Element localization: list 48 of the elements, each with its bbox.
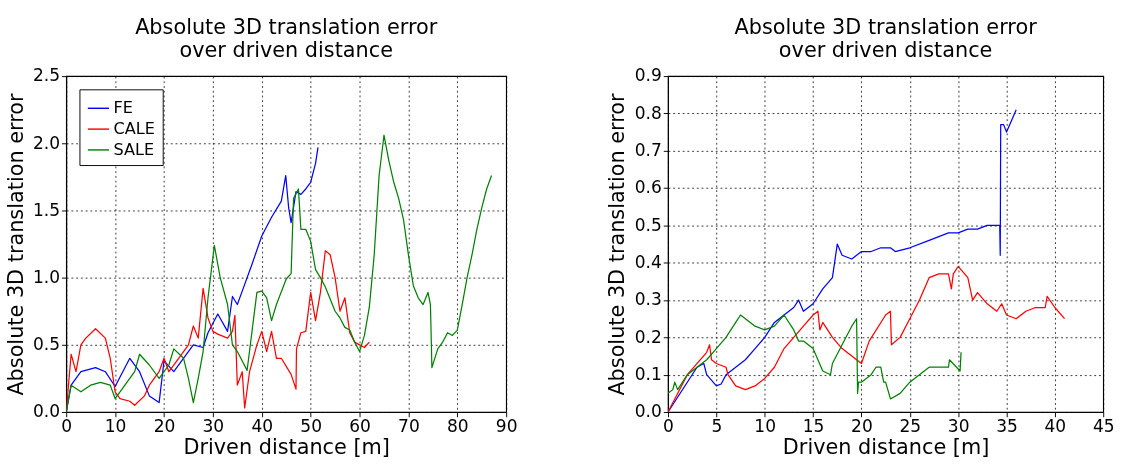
x-tick-label: 70 <box>398 416 420 437</box>
x-tick-label: 30 <box>202 416 225 437</box>
line-series <box>668 265 1066 413</box>
x-tick-label: 90 <box>495 416 518 437</box>
x-tick-label: 40 <box>251 416 274 437</box>
x-tick-label: 10 <box>104 416 127 437</box>
x-tick-label: 15 <box>802 416 825 437</box>
x-tick-label: 10 <box>754 416 777 437</box>
x-tick-label: 35 <box>996 416 1018 437</box>
y-tick-label: 0.8 <box>634 102 662 123</box>
y-tick-label: 0.0 <box>33 401 61 422</box>
y-tick-label: 0.9 <box>634 65 662 86</box>
y-tick-label: 2.5 <box>33 65 61 86</box>
y-tick-label: 1.5 <box>33 199 61 220</box>
y-tick-label: 0.6 <box>634 177 662 198</box>
y-axis-title: Absolute 3D translation error <box>605 93 630 396</box>
y-tick-label: 0.4 <box>634 251 662 272</box>
legend-label: SALE <box>113 139 155 159</box>
legend-label: CALE <box>113 118 155 138</box>
y-tick-label: 2.0 <box>33 132 61 153</box>
x-tick-label: 45 <box>1092 416 1115 437</box>
y-tick-label: 0.2 <box>634 326 662 347</box>
x-axis-title: Driven distance [m] <box>782 435 990 460</box>
x-tick-label: 20 <box>851 416 873 437</box>
y-tick-label: 1.0 <box>33 266 61 287</box>
x-tick-label: 50 <box>300 416 322 437</box>
x-tick-label: 80 <box>446 416 469 437</box>
y-axis-title: Absolute 3D translation error <box>3 93 28 396</box>
y-tick-label: 0.5 <box>634 214 662 235</box>
x-axis-title: Driven distance [m] <box>183 435 390 460</box>
y-tick-label: 0.3 <box>634 289 662 310</box>
x-tick-label: 25 <box>899 416 922 437</box>
line-series <box>668 314 962 400</box>
x-tick-label: 20 <box>153 416 176 437</box>
chart-title: Absolute 3D translation error over driven distance <box>135 15 438 63</box>
y-tick-label: 0.5 <box>33 334 61 355</box>
x-tick-label: 0 <box>61 416 73 437</box>
y-tick-label: 0.0 <box>634 401 662 422</box>
legend-label: FE <box>113 98 133 118</box>
line-series <box>668 109 1017 413</box>
y-tick-label: 0.7 <box>634 139 662 160</box>
x-tick-label: 5 <box>711 416 723 437</box>
x-tick-label: 60 <box>349 416 371 437</box>
x-tick-label: 40 <box>1044 416 1067 437</box>
chart-title: Absolute 3D translation error over driven distance <box>734 15 1038 63</box>
y-tick-label: 0.1 <box>634 363 662 384</box>
x-tick-label: 30 <box>947 416 970 437</box>
x-tick-label: 0 <box>663 416 674 437</box>
